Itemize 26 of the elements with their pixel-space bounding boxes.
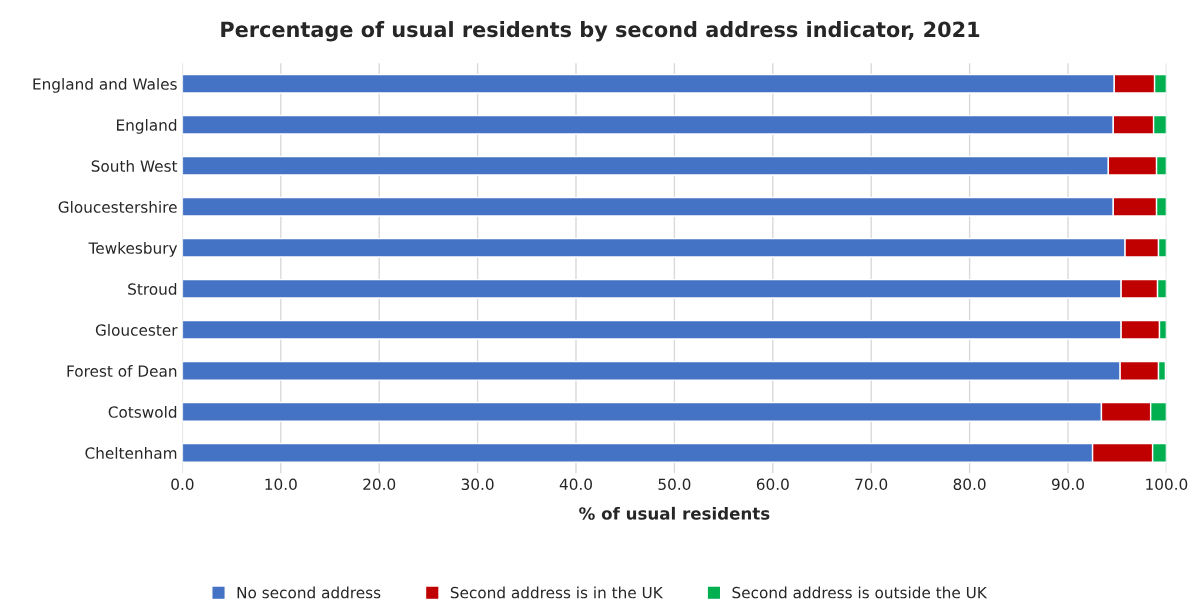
x-tick-label: 90.0: [1051, 478, 1084, 491]
x-tick-label: 50.0: [658, 478, 691, 491]
x-tick-label: 20.0: [363, 478, 396, 491]
y-tick-label: Gloucestershire: [58, 201, 177, 213]
x-tick-label: 30.0: [461, 478, 494, 491]
legend-label: Second address is outside the UK: [732, 586, 988, 599]
y-tick-label: Forest of Dean: [67, 365, 177, 377]
x-tick-label: 40.0: [559, 478, 592, 491]
x-tick-label: 70.0: [855, 478, 888, 491]
y-tick-label: Cheltenham: [85, 447, 177, 459]
y-tick-label: Tewkesbury: [88, 242, 178, 257]
y-tick-label: Gloucester: [95, 324, 178, 336]
y-tick-label: England and Wales: [33, 78, 177, 93]
y-tick-label: England: [117, 119, 177, 134]
y-tick-label: South West: [91, 160, 178, 172]
x-axis-title: % of usual residents: [579, 506, 770, 520]
legend-label: No second address: [237, 586, 381, 599]
y-tick-label: Cotswold: [108, 406, 177, 418]
x-tick-label: 100.0: [1146, 478, 1188, 491]
chart-title: Percentage of usual residents by second address indicator, 2021: [221, 21, 980, 42]
legend-label: Second address is in the UK: [450, 586, 664, 599]
x-tick-label: 80.0: [953, 478, 986, 491]
y-tick-label: Stroud: [128, 283, 177, 295]
x-tick-label: 10.0: [265, 478, 297, 491]
x-tick-label: 60.0: [756, 478, 789, 491]
x-tick-label: 0.0: [171, 478, 194, 491]
